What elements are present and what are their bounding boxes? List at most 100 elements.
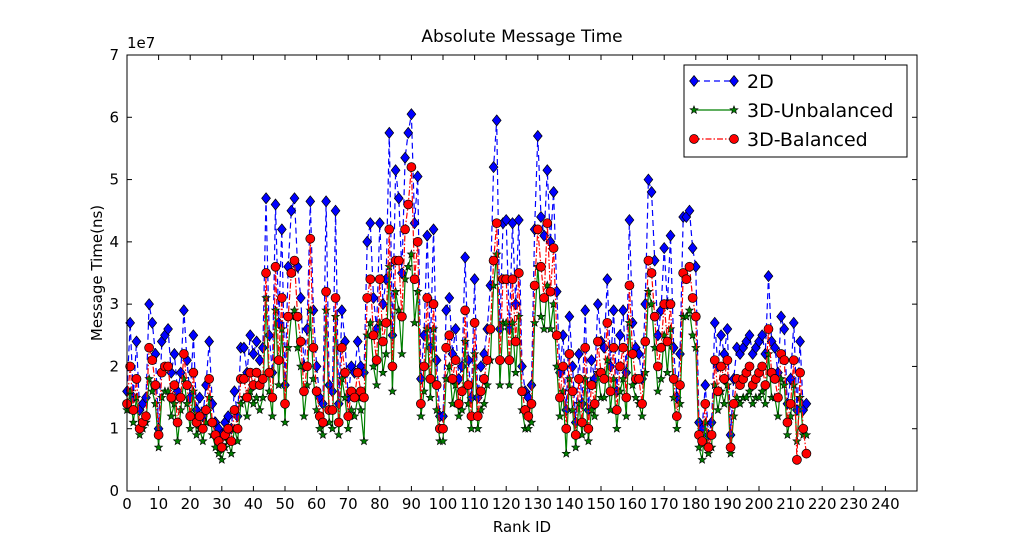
marker-circle [580, 342, 591, 353]
marker-circle [513, 268, 524, 278]
marker-star [728, 411, 739, 421]
marker-circle [223, 423, 233, 434]
marker-star [564, 373, 575, 383]
marker-star [248, 398, 259, 408]
marker-circle [709, 355, 720, 366]
marker-circle [337, 342, 347, 353]
marker-star [267, 411, 278, 421]
marker-diamond [665, 229, 676, 242]
marker-star [479, 398, 489, 408]
marker-circle [703, 442, 714, 453]
marker-circle [182, 380, 192, 390]
marker-circle [295, 336, 306, 347]
marker-circle [728, 398, 739, 409]
marker-diamond [564, 310, 575, 323]
marker-circle [371, 355, 382, 366]
marker-star [700, 417, 711, 427]
marker-circle [510, 336, 521, 347]
marker-circle [621, 392, 632, 403]
legend-box [683, 64, 908, 158]
marker-star [788, 380, 799, 390]
marker-circle [779, 355, 790, 366]
marker-circle [308, 342, 319, 353]
x-tick-label: 80 [370, 495, 389, 513]
marker-circle [425, 374, 436, 384]
marker-circle [665, 299, 676, 309]
marker-circle [485, 324, 496, 334]
marker-star [697, 454, 707, 464]
marker-circle [175, 392, 186, 403]
marker-circle [242, 392, 252, 403]
marker-diamond [169, 347, 180, 361]
marker-circle [125, 361, 136, 372]
marker-diamond [406, 108, 417, 121]
marker-star [280, 417, 290, 427]
marker-star [283, 342, 293, 352]
marker-circle [412, 237, 423, 247]
marker-circle [419, 361, 429, 372]
marker-star [343, 423, 353, 433]
marker-circle [292, 311, 303, 322]
marker-circle [782, 417, 793, 428]
marker-star [482, 380, 493, 390]
marker-circle [340, 367, 350, 378]
marker-circle [166, 392, 177, 403]
marker-star [713, 404, 723, 415]
marker-star [397, 348, 407, 359]
marker-star [801, 429, 812, 440]
marker-circle [719, 374, 730, 384]
y-tick-label: 5 [109, 171, 119, 189]
marker-circle [286, 268, 297, 278]
marker-circle [387, 361, 398, 372]
marker-star [656, 373, 666, 383]
marker-star [630, 392, 641, 402]
marker-circle [634, 374, 644, 384]
marker-star [454, 411, 464, 421]
marker-diamond [194, 391, 205, 404]
marker-diamond [289, 192, 300, 205]
marker-circle [447, 374, 458, 384]
marker-star [684, 305, 695, 315]
marker-star [570, 442, 581, 452]
marker-circle [744, 361, 755, 372]
marker-circle [163, 361, 173, 372]
marker-star [314, 423, 325, 433]
marker-circle [690, 311, 701, 322]
marker-diamond [400, 151, 410, 164]
marker-circle [321, 286, 331, 297]
marker-circle [656, 342, 666, 353]
marker-circle [722, 355, 733, 366]
plot-frame [126, 54, 918, 492]
marker-circle [624, 280, 635, 291]
marker-circle [150, 380, 161, 390]
marker-diamond [722, 322, 733, 336]
marker-circle [409, 274, 420, 285]
marker-star [495, 380, 505, 390]
marker-star [725, 448, 736, 458]
marker-diamond [393, 192, 404, 205]
marker-star [182, 398, 192, 408]
marker-star [245, 386, 256, 396]
marker-star [444, 361, 455, 371]
marker-circle [689, 134, 699, 144]
marker-diamond [608, 304, 619, 317]
marker-star [270, 305, 281, 315]
marker-diamond [779, 322, 790, 336]
marker-star [403, 261, 414, 271]
marker-diamond [245, 329, 256, 342]
marker-diamond [536, 210, 546, 224]
marker-star [612, 423, 622, 433]
x-tick-label: 20 [181, 495, 200, 513]
marker-diamond [548, 185, 559, 199]
marker-star [371, 380, 382, 390]
x-axis-label: Rank ID [493, 518, 551, 536]
marker-circle [305, 233, 316, 244]
marker-circle [548, 243, 559, 253]
marker-circle [169, 380, 180, 390]
marker-circle [795, 367, 805, 378]
marker-star [292, 342, 303, 352]
marker-diamond [615, 329, 625, 342]
marker-diamond [248, 347, 259, 361]
marker-star [675, 398, 685, 408]
x-tick-label: 10 [149, 495, 168, 513]
